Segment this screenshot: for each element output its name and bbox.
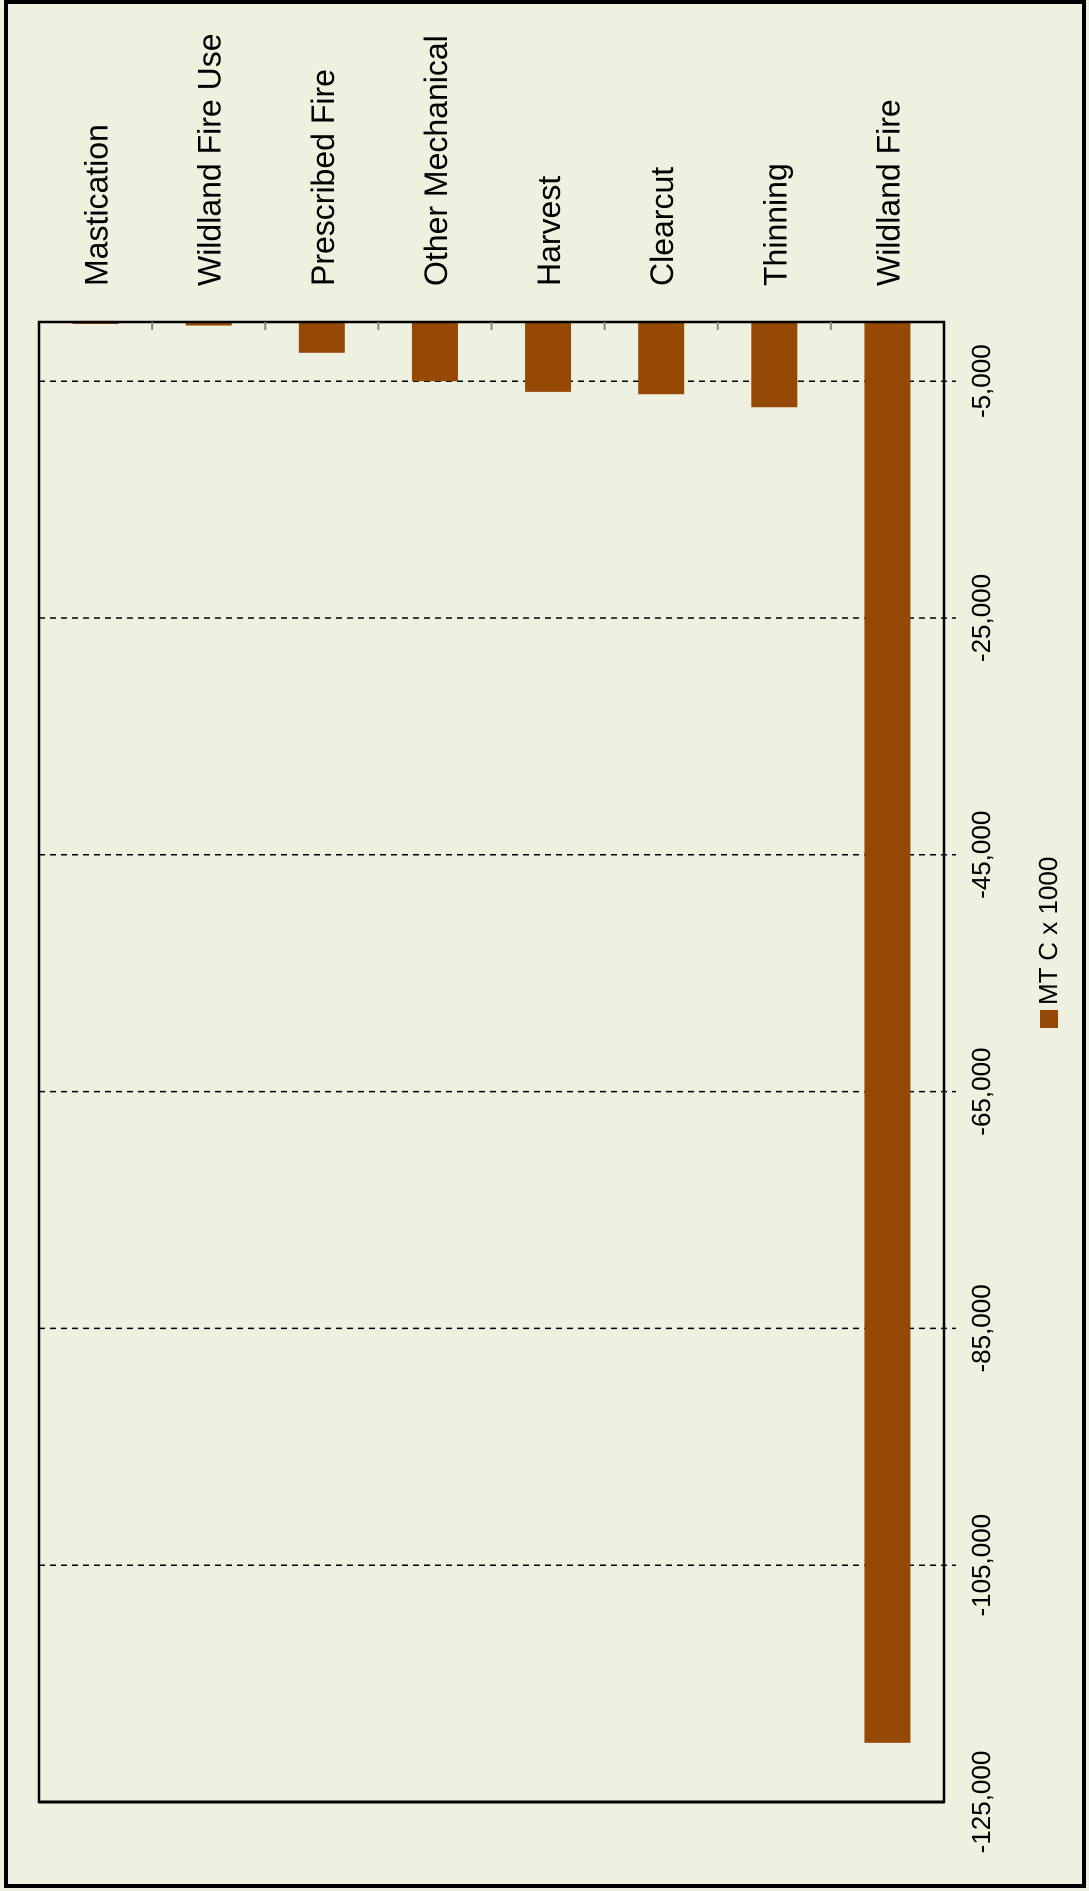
category-label: Clearcut [644, 167, 680, 286]
plot-border [37, 320, 946, 1804]
category-label: Thinning [757, 163, 793, 286]
legend: MT C x 1000 [1033, 857, 1063, 1028]
value-tick-label: -125,000 [966, 1751, 996, 1854]
category-label: Mastication [79, 124, 115, 286]
value-tick-label: -5,000 [966, 344, 996, 418]
category-labels: Mastication Wildland Fire Use Prescribed F… [79, 33, 907, 286]
bar-wildland-fire [864, 322, 911, 1743]
bar-other-mechanical [411, 322, 458, 382]
value-tick-label: -105,000 [966, 1514, 996, 1617]
legend-swatch [1040, 1010, 1058, 1028]
value-tick-label: -45,000 [966, 811, 996, 899]
category-label: Prescribed Fire [305, 69, 341, 286]
value-tick-labels: -5,000 -25,000 -45,000 -65,000 -85,000 -105,0… [966, 344, 996, 1853]
outer-border [4, 0, 1086, 1888]
axes [37, 320, 946, 1804]
value-tick-label: -65,000 [966, 1048, 996, 1136]
category-label: Wildland Fire Use [192, 33, 228, 286]
gridlines [39, 380, 956, 1566]
bar-thinning [751, 322, 798, 408]
category-label: Other Mechanical [418, 35, 454, 286]
bar-wildland-fire-use [185, 322, 232, 326]
bars [72, 322, 911, 1743]
bar-harvest [525, 322, 572, 392]
value-tick-label: -85,000 [966, 1284, 996, 1372]
category-label: Harvest [531, 176, 567, 286]
category-label: Wildland Fire [870, 99, 906, 286]
bar-prescribed-fire [298, 322, 345, 353]
value-tick-label: -25,000 [966, 574, 996, 662]
legend-label: MT C x 1000 [1033, 857, 1063, 1005]
bar-clearcut [638, 322, 685, 395]
